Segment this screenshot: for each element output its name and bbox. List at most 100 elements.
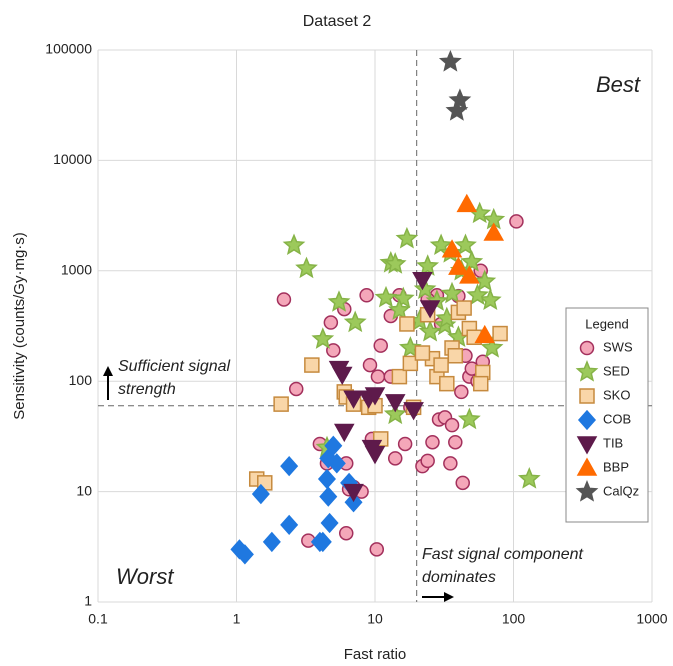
- point: [419, 300, 441, 319]
- x-tick-label: 10: [367, 611, 383, 627]
- point: [441, 239, 463, 258]
- point: [387, 451, 403, 466]
- legend-label: TIB: [603, 435, 623, 450]
- point: [478, 288, 502, 310]
- point: [395, 226, 419, 249]
- point: [343, 390, 364, 409]
- annotation: Best: [596, 72, 641, 97]
- point: [326, 343, 341, 358]
- point: [473, 269, 497, 292]
- x-tick-label: 1: [233, 611, 241, 627]
- point: [295, 256, 318, 279]
- point: [454, 233, 477, 255]
- point: [483, 222, 505, 241]
- point: [280, 456, 299, 477]
- point: [280, 514, 299, 535]
- y-tick-label: 100: [69, 372, 93, 388]
- point: [362, 357, 378, 373]
- chart-title: Dataset 2: [303, 13, 372, 30]
- point: [418, 319, 442, 342]
- y-tick-label: 100000: [45, 41, 92, 57]
- point: [235, 544, 254, 565]
- y-tick-label: 10000: [53, 151, 92, 167]
- legend-label: BBP: [603, 459, 629, 474]
- point: [338, 525, 354, 541]
- point: [455, 475, 470, 491]
- point: [443, 456, 458, 471]
- point: [433, 357, 449, 373]
- point: [327, 453, 346, 474]
- point: [384, 394, 406, 413]
- point: [273, 396, 289, 412]
- legend-label: SED: [603, 363, 630, 378]
- point: [343, 310, 367, 333]
- arrow-head: [444, 592, 454, 602]
- point: [445, 99, 469, 121]
- legend-box: [565, 307, 649, 523]
- point: [304, 357, 320, 373]
- x-tick-label: 1000: [636, 611, 667, 627]
- point: [517, 467, 541, 489]
- legend-title: Legend: [585, 316, 628, 331]
- point: [323, 315, 339, 330]
- y-tick-label: 1: [84, 593, 92, 609]
- x-tick-label: 100: [502, 611, 526, 627]
- point: [403, 402, 424, 421]
- point: [509, 214, 524, 229]
- point: [364, 446, 386, 465]
- point: [373, 338, 388, 353]
- point: [319, 486, 338, 507]
- point: [459, 265, 480, 284]
- point: [412, 271, 433, 291]
- y-tick-label: 1000: [61, 262, 92, 278]
- annotation: dominates: [422, 569, 496, 586]
- point: [374, 285, 398, 308]
- point: [416, 254, 440, 276]
- y-tick-label: 10: [76, 482, 92, 498]
- point: [447, 348, 464, 364]
- point: [262, 531, 281, 553]
- point: [383, 402, 407, 425]
- point: [288, 381, 304, 397]
- point: [439, 375, 455, 392]
- point: [388, 298, 411, 320]
- point: [324, 435, 343, 456]
- legend-marker: [579, 388, 595, 404]
- point: [448, 88, 472, 110]
- point: [420, 453, 435, 469]
- point: [320, 512, 339, 534]
- point: [448, 256, 469, 275]
- legend-label: SKO: [603, 387, 630, 402]
- annotation: Sufficient signal: [118, 358, 231, 375]
- point: [364, 387, 386, 406]
- annotation: Fast signal component: [422, 546, 584, 563]
- grid: 0.1 1 10 100 1000 1 10 100 1000 10000 100000: [45, 41, 667, 627]
- legend-marker: [579, 340, 595, 356]
- point: [425, 434, 440, 450]
- point: [343, 483, 364, 503]
- point: [460, 250, 484, 272]
- point: [327, 290, 351, 312]
- legend-marker: [576, 436, 598, 455]
- point: [492, 325, 508, 342]
- point: [313, 531, 332, 553]
- point: [454, 384, 469, 400]
- point: [369, 542, 385, 557]
- point: [391, 368, 408, 385]
- legend-label: CalQz: [603, 483, 639, 498]
- arrow-head: [103, 366, 113, 376]
- point: [457, 407, 481, 430]
- point: [398, 336, 422, 358]
- point: [359, 288, 374, 303]
- point: [480, 336, 504, 358]
- point: [440, 281, 464, 304]
- point: [456, 193, 478, 213]
- x-tick-label: 0.1: [88, 611, 108, 627]
- annotation: Worst: [116, 564, 174, 589]
- legend-label: SWS: [603, 339, 633, 354]
- point: [414, 345, 431, 361]
- point: [331, 366, 353, 386]
- point: [282, 233, 306, 255]
- annotation: strength: [118, 381, 176, 398]
